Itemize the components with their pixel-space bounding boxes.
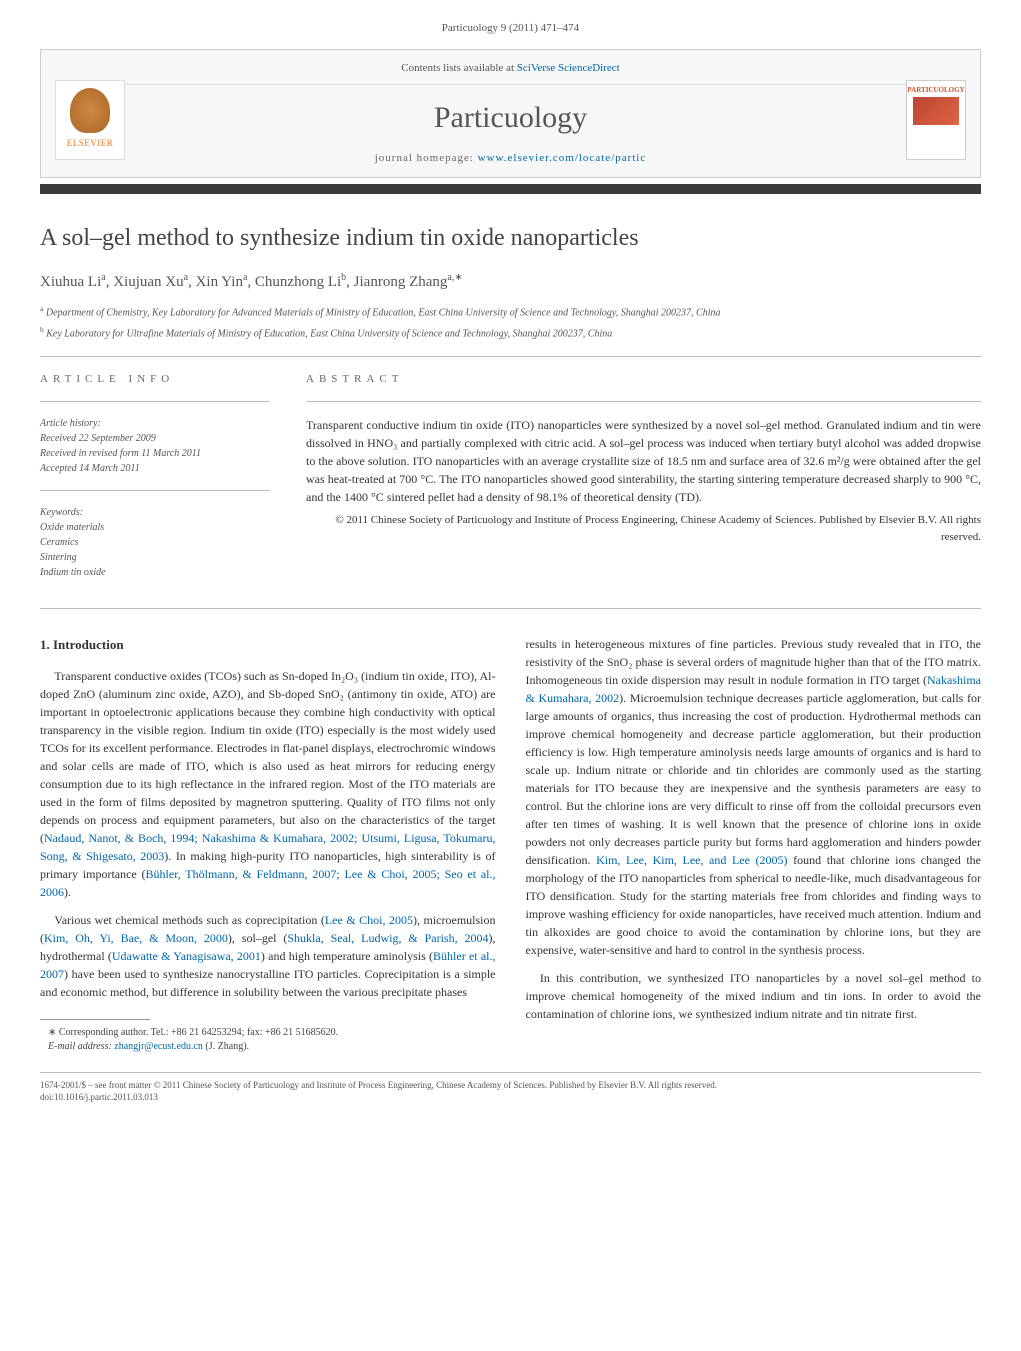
keyword: Sintering	[40, 550, 270, 565]
front-matter-line: 1674-2001/$ – see front matter © 2011 Ch…	[40, 1079, 981, 1092]
abstract-copyright: © 2011 Chinese Society of Particuology a…	[306, 512, 981, 545]
body-column-left: 1. Introduction Transparent conductive o…	[40, 635, 496, 1054]
doi-line: doi:10.1016/j.partic.2011.03.013	[40, 1091, 981, 1104]
article-info-label: article info	[40, 371, 270, 388]
contents-line: Contents lists available at SciVerse Sci…	[55, 60, 966, 86]
body-text: Transparent conductive oxides (TCOs) suc…	[40, 669, 496, 845]
publisher-name: ELSEVIER	[67, 137, 114, 151]
cover-title: PARTICUOLOGY	[907, 85, 964, 96]
elsevier-tree-icon	[70, 88, 110, 133]
email-label: E-mail address:	[48, 1041, 114, 1052]
history-line: Accepted 14 March 2011	[40, 461, 270, 476]
body-text: ), sol–gel (	[228, 931, 287, 945]
homepage-link[interactable]: www.elsevier.com/locate/partic	[478, 152, 647, 164]
publisher-logo: ELSEVIER	[55, 80, 125, 160]
article-history-block: Article history: Received 22 September 2…	[40, 416, 270, 476]
article-title: A sol–gel method to synthesize indium ti…	[40, 220, 981, 256]
abstract-text: Transparent conductive indium tin oxide …	[306, 416, 981, 506]
contents-prefix: Contents lists available at	[401, 62, 516, 74]
keyword: Ceramics	[40, 535, 270, 550]
body-paragraph: In this contribution, we synthesized ITO…	[526, 969, 982, 1023]
keywords-block: Keywords: Oxide materialsCeramicsSinteri…	[40, 505, 270, 580]
journal-header-box: ELSEVIER PARTICUOLOGY Contents lists ava…	[40, 49, 981, 178]
history-line: Received in revised form 11 March 2011	[40, 446, 270, 461]
email-link[interactable]: zhangjr@ecust.edu.cn	[114, 1041, 203, 1052]
history-heading: Article history:	[40, 416, 270, 431]
divider	[40, 356, 981, 357]
email-footnote: E-mail address: zhangjr@ecust.edu.cn (J.…	[40, 1040, 496, 1054]
keywords-heading: Keywords:	[40, 505, 270, 520]
article-info-column: article info Article history: Received 2…	[40, 371, 270, 595]
body-paragraph: Transparent conductive oxides (TCOs) suc…	[40, 667, 496, 901]
abstract-label: abstract	[306, 371, 981, 388]
history-line: Received 22 September 2009	[40, 431, 270, 446]
affiliation: a Department of Chemistry, Key Laborator…	[40, 303, 981, 320]
citation-link[interactable]: Lee & Choi, 2005	[325, 913, 413, 927]
sciencedirect-link[interactable]: SciVerse ScienceDirect	[517, 62, 620, 74]
homepage-prefix: journal homepage:	[375, 152, 478, 164]
citation-link[interactable]: Udawatte & Yanagisawa, 2001	[112, 949, 261, 963]
journal-cover-thumbnail: PARTICUOLOGY	[906, 80, 966, 160]
divider	[306, 401, 981, 402]
divider	[40, 401, 270, 402]
keyword: Indium tin oxide	[40, 565, 270, 580]
citation-link[interactable]: Kim, Oh, Yi, Bae, & Moon, 2000	[44, 931, 228, 945]
body-text: found that chlorine ions changed the mor…	[526, 853, 982, 957]
body-text: ). Microemulsion technique decreases par…	[526, 691, 982, 867]
journal-reference: Particuology 9 (2011) 471–474	[40, 20, 981, 37]
body-text: results in heterogeneous mixtures of fin…	[526, 637, 982, 687]
bottom-divider	[40, 1072, 981, 1073]
affiliation: b Key Laboratory for Ultrafine Materials…	[40, 324, 981, 341]
body-column-right: results in heterogeneous mixtures of fin…	[526, 635, 982, 1054]
body-text: ) and high temperature aminolysis (	[261, 949, 433, 963]
body-text: Various wet chemical methods such as cop…	[54, 913, 324, 927]
citation-link[interactable]: Kim, Lee, Kim, Lee, and Lee (2005)	[596, 853, 787, 867]
cover-image-icon	[913, 97, 959, 125]
body-paragraph: results in heterogeneous mixtures of fin…	[526, 635, 982, 959]
abstract-column: abstract Transparent conductive indium t…	[306, 371, 981, 595]
citation-link[interactable]: Shukla, Seal, Ludwig, & Parish, 2004	[287, 931, 488, 945]
journal-homepage-line: journal homepage: www.elsevier.com/locat…	[55, 150, 966, 167]
footnote-separator	[40, 1019, 150, 1020]
corresponding-author-footnote: ∗ Corresponding author. Tel.: +86 21 642…	[40, 1026, 496, 1040]
journal-title: Particuology	[55, 95, 966, 140]
divider	[40, 608, 981, 609]
header-dark-bar	[40, 184, 981, 194]
keyword: Oxide materials	[40, 520, 270, 535]
email-post: (J. Zhang).	[203, 1041, 249, 1052]
body-two-columns: 1. Introduction Transparent conductive o…	[40, 635, 981, 1054]
author-list: Xiuhua Lia, Xiujuan Xua, Xin Yina, Chunz…	[40, 270, 981, 294]
body-paragraph: Various wet chemical methods such as cop…	[40, 911, 496, 1001]
divider	[40, 490, 270, 491]
section-heading-introduction: 1. Introduction	[40, 635, 496, 655]
body-text: ) have been used to synthesize nanocryst…	[40, 967, 496, 999]
info-abstract-row: article info Article history: Received 2…	[40, 371, 981, 595]
body-text: ).	[64, 885, 71, 899]
